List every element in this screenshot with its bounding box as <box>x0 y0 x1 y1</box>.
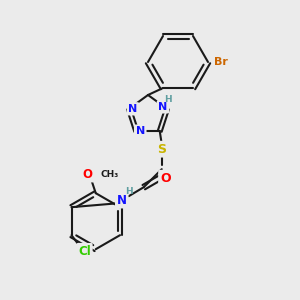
Text: O: O <box>160 172 171 185</box>
Text: N: N <box>136 126 145 136</box>
Text: N: N <box>117 194 127 207</box>
Text: Br: Br <box>214 57 228 67</box>
Text: H: H <box>164 95 172 104</box>
Text: CH₃: CH₃ <box>101 170 119 179</box>
Text: N: N <box>158 102 168 112</box>
Text: Cl: Cl <box>78 245 91 258</box>
Text: N: N <box>128 104 138 114</box>
Text: O: O <box>83 168 93 181</box>
Text: S: S <box>157 143 166 156</box>
Text: H: H <box>125 187 133 196</box>
